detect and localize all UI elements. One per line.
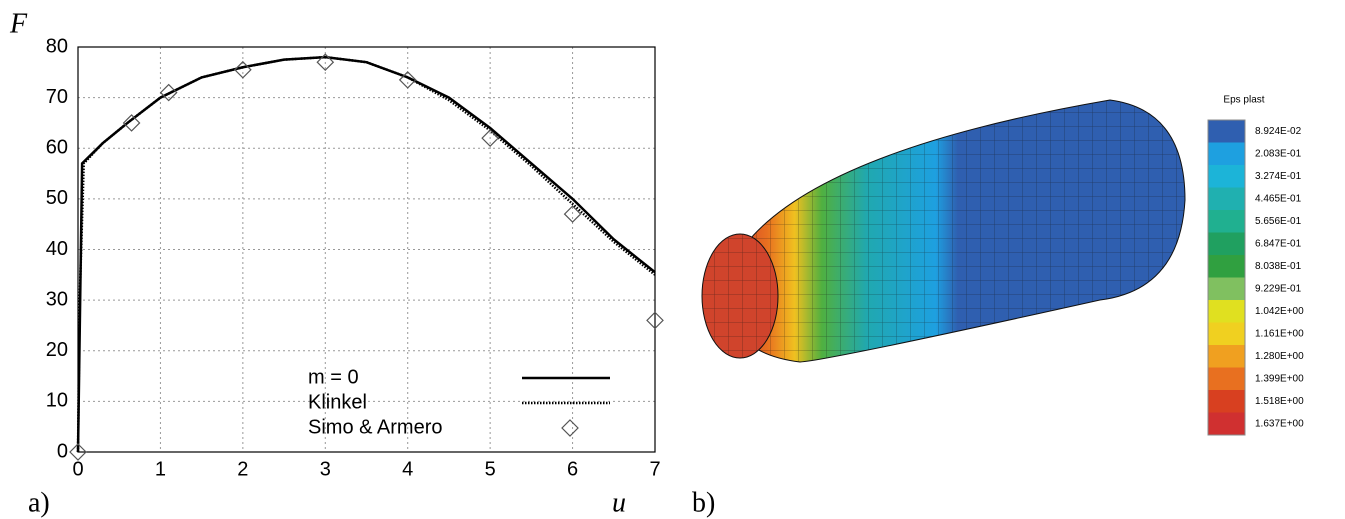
legend-label: Klinkel	[308, 391, 367, 413]
cylinder-image	[702, 100, 1185, 362]
colorbar-label: 1.399E+00	[1255, 373, 1304, 384]
x-tick-label: 6	[567, 458, 578, 480]
x-axis-label: u	[612, 487, 626, 518]
colorbar-band	[1208, 413, 1245, 436]
y-tick-label: 30	[46, 288, 68, 310]
colorbar-title: Eps plast	[1223, 95, 1264, 106]
y-tick-label: 50	[46, 187, 68, 209]
colorbar-band	[1208, 165, 1245, 188]
colorbar-band	[1208, 390, 1245, 413]
x-tick-label: 5	[485, 458, 496, 480]
colorbar-band	[1208, 345, 1245, 368]
colorbar-label: 1.637E+00	[1255, 418, 1304, 429]
colorbar-label: 9.229E-01	[1255, 283, 1302, 294]
figure: 0 10 20 30 40 50 60 70 80 0 1 2 3 4 5 6 7 Fu a) m = 0 Klinke…	[0, 0, 1345, 519]
colorbar-label: 3.274E-01	[1255, 171, 1302, 182]
colorbar-label: 8.038E-01	[1255, 261, 1302, 272]
colorbar-band	[1208, 143, 1245, 166]
x-tick-label: 2	[237, 458, 248, 480]
x-tick-label: 7	[649, 458, 660, 480]
x-tick-label: 0	[72, 458, 83, 480]
colorbar-label: 6.847E-01	[1255, 238, 1302, 249]
colorbar-label: 2.083E-01	[1255, 148, 1302, 159]
colorbar-band	[1208, 210, 1245, 233]
marker	[562, 420, 578, 436]
colorbar-band	[1208, 323, 1245, 346]
panel-label: b)	[692, 487, 715, 518]
x-tick-label: 1	[155, 458, 166, 480]
colorbar-band	[1208, 278, 1245, 301]
y-tick-label: 0	[57, 440, 68, 462]
colorbar-band	[1208, 368, 1245, 391]
colorbar-label: 1.161E+00	[1255, 328, 1304, 339]
colorbar-label: 1.518E+00	[1255, 396, 1304, 407]
colorbar-band	[1208, 300, 1245, 323]
colorbar-label: 1.280E+00	[1255, 351, 1304, 362]
legend-label: Simo & Armero	[308, 416, 442, 438]
colorbar-label: 5.656E-01	[1255, 216, 1302, 227]
y-tick-label: 20	[46, 339, 68, 361]
y-tick-label: 80	[46, 35, 68, 57]
colorbar-band	[1208, 120, 1245, 143]
colorbar-band	[1208, 188, 1245, 211]
legend-label: m = 0	[308, 366, 359, 388]
y-axis-label: F	[9, 8, 28, 39]
colorbar-band	[1208, 233, 1245, 256]
y-tick-label: 40	[46, 238, 68, 260]
y-tick-label: 70	[46, 86, 68, 108]
y-tick-label: 10	[46, 390, 68, 412]
panel-label: a)	[28, 487, 50, 518]
y-tick-label: 60	[46, 137, 68, 159]
colorbar-band	[1208, 255, 1245, 278]
colorbar-label: 8.924E-02	[1255, 126, 1302, 137]
colorbar-label: 4.465E-01	[1255, 193, 1302, 204]
x-tick-label: 4	[402, 458, 413, 480]
x-tick-label: 3	[320, 458, 331, 480]
colorbar-label: 1.042E+00	[1255, 306, 1304, 317]
